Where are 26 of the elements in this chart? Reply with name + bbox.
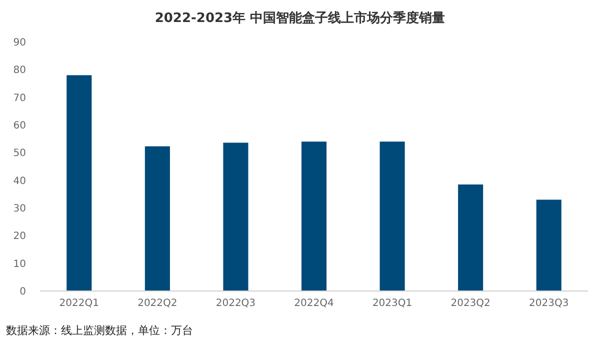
y-tick-label: 10 bbox=[13, 258, 26, 270]
y-tick-label: 20 bbox=[13, 231, 26, 242]
x-tick-label: 2023Q2 bbox=[450, 298, 490, 309]
bar bbox=[380, 142, 405, 291]
y-tick-label: 40 bbox=[13, 176, 26, 187]
y-tick-label: 30 bbox=[13, 204, 26, 214]
y-tick-label: 50 bbox=[13, 148, 26, 160]
source-note: 数据来源：线上监测数据，单位：万台 bbox=[6, 324, 193, 337]
bar bbox=[223, 142, 248, 291]
x-tick-label: 2022Q2 bbox=[138, 298, 178, 309]
bar bbox=[458, 184, 484, 291]
y-tick-label: 60 bbox=[13, 120, 26, 132]
x-tick-label: 2022Q1 bbox=[59, 298, 99, 309]
bar bbox=[536, 200, 562, 291]
y-tick-label: 90 bbox=[13, 38, 26, 48]
chart-title: 2022-2023年 中国智能盒子线上市场分季度销量 bbox=[154, 10, 446, 26]
bar bbox=[301, 142, 327, 291]
bar bbox=[66, 75, 92, 291]
x-tick-label: 2022Q4 bbox=[294, 298, 334, 309]
x-tick-label: 2023Q3 bbox=[529, 298, 569, 309]
y-tick-label: 80 bbox=[13, 65, 26, 76]
y-tick-label: 0 bbox=[20, 286, 26, 298]
x-tick-label: 2022Q3 bbox=[216, 298, 256, 309]
bar bbox=[144, 146, 170, 291]
y-tick-label: 70 bbox=[13, 92, 26, 104]
x-tick-label: 2023Q1 bbox=[372, 298, 412, 309]
